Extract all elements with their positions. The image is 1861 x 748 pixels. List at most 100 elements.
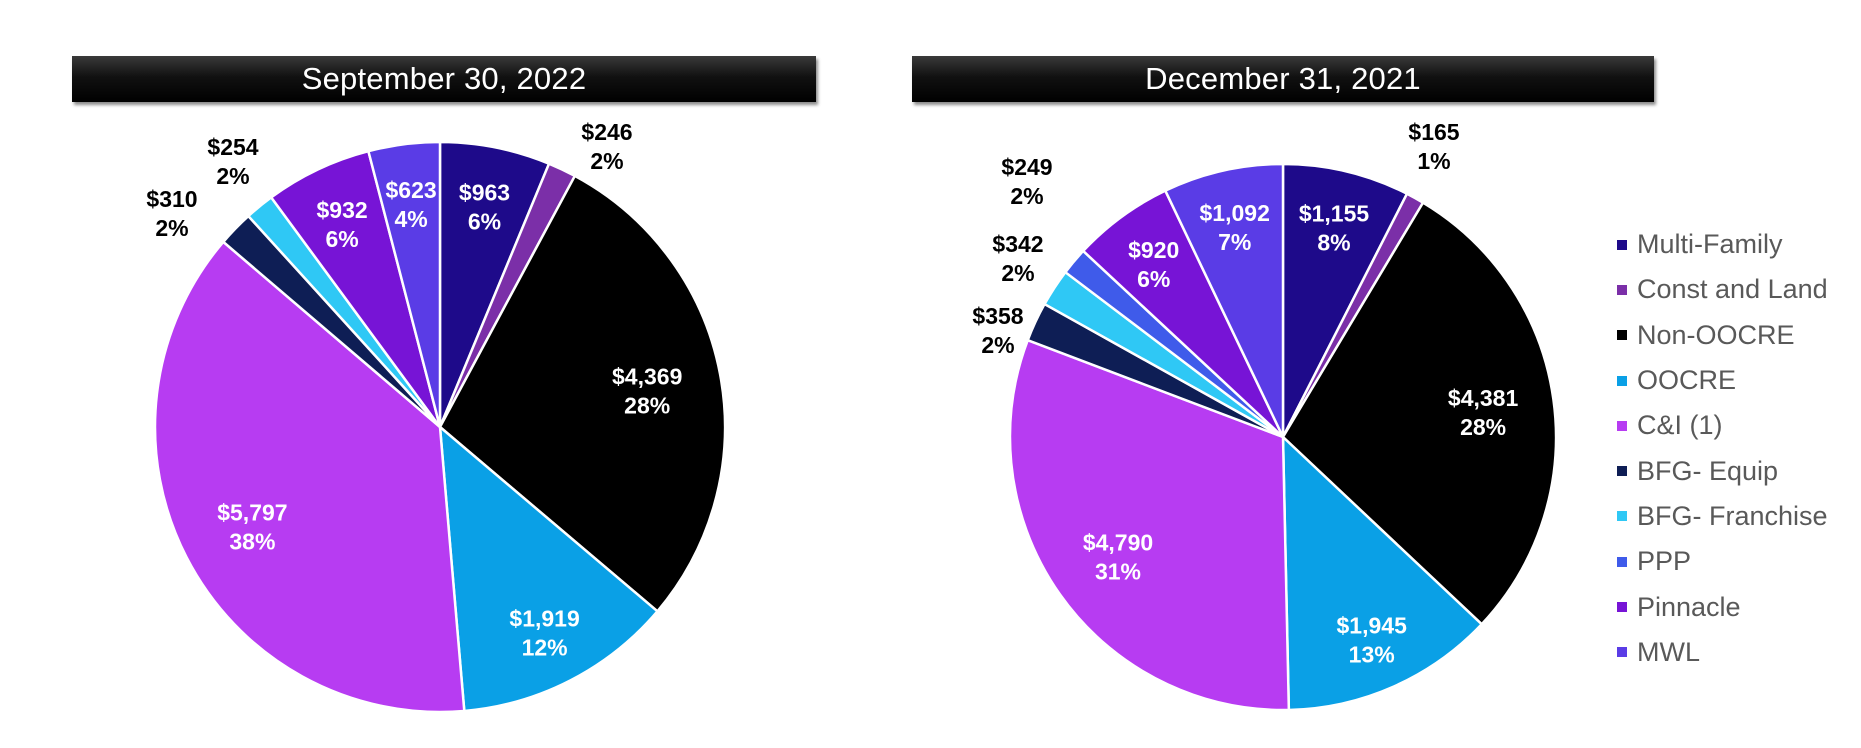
data-label-const-and-land: $246 2% bbox=[581, 119, 632, 174]
data-label-value: $4,369 bbox=[612, 364, 682, 390]
data-label-value: $165 bbox=[1408, 119, 1459, 145]
data-label-percent: 2% bbox=[1001, 260, 1034, 286]
pie-slice-mwl bbox=[1163, 162, 1285, 438]
data-label-value: $1,155 bbox=[1299, 201, 1370, 227]
data-label-bfg-equip: $310 2% bbox=[146, 186, 197, 241]
legend-swatch bbox=[1617, 420, 1627, 431]
data-label-percent: 12% bbox=[522, 635, 568, 661]
data-label-non-oocre: $4,381 28% bbox=[1448, 385, 1519, 440]
chart-title-dec-2021: December 31, 2021 bbox=[912, 56, 1654, 102]
legend-swatch bbox=[1617, 511, 1627, 522]
data-label-percent: 28% bbox=[624, 393, 670, 419]
data-label-bfg-franchise: $342 2% bbox=[992, 231, 1043, 286]
legend-swatch bbox=[1617, 602, 1627, 613]
data-label-pinnacle: $932 6% bbox=[317, 197, 368, 252]
data-label-percent: 6% bbox=[325, 226, 358, 252]
data-label-const-and-land: $165 1% bbox=[1408, 119, 1459, 174]
data-label-value: $310 bbox=[146, 186, 197, 212]
data-label-percent: 2% bbox=[1010, 183, 1043, 209]
data-label-percent: 38% bbox=[229, 528, 275, 554]
data-label-non-oocre: $4,369 28% bbox=[612, 364, 682, 419]
data-label-percent: 6% bbox=[1137, 266, 1170, 292]
data-label-percent: 28% bbox=[1460, 414, 1506, 440]
legend-swatch bbox=[1617, 330, 1627, 341]
pie-slice-oocre bbox=[438, 424, 660, 713]
legend-item-mwl: MWL bbox=[1617, 630, 1828, 675]
data-label-percent: 13% bbox=[1349, 642, 1395, 668]
data-label-value: $246 bbox=[581, 119, 632, 145]
legend-item-multi-family: Multi-Family bbox=[1617, 222, 1828, 267]
data-label-value: $1,092 bbox=[1200, 200, 1270, 226]
legend-label: Const and Land bbox=[1637, 274, 1828, 305]
data-label-value: $623 bbox=[386, 177, 437, 203]
legend-item-bfg-franchise: BFG- Franchise bbox=[1617, 494, 1828, 539]
legend-label: OOCRE bbox=[1637, 365, 1737, 396]
pie-slice-candi-1 bbox=[1008, 338, 1291, 712]
legend-item-pinnacle: Pinnacle bbox=[1617, 584, 1828, 629]
legend-item-non-oocre: Non-OOCRE bbox=[1617, 313, 1828, 358]
pie-slice-oocre bbox=[1281, 434, 1484, 712]
data-label-value: $920 bbox=[1128, 237, 1179, 263]
data-label-value: $4,381 bbox=[1448, 385, 1519, 411]
legend-item-const-and-land: Const and Land bbox=[1617, 267, 1828, 312]
legend-label: PPP bbox=[1637, 546, 1692, 577]
legend-label: MWL bbox=[1637, 636, 1700, 667]
data-label-value: $1,919 bbox=[509, 606, 579, 632]
data-label-percent: 2% bbox=[590, 148, 623, 174]
legend-item-bfg-equip: BFG- Equip bbox=[1617, 448, 1828, 493]
data-label-percent: 8% bbox=[1317, 230, 1350, 256]
legend-label: BFG- Equip bbox=[1637, 455, 1779, 486]
data-label-bfg-franchise: $254 2% bbox=[207, 134, 258, 189]
data-label-percent: 2% bbox=[216, 163, 249, 189]
data-label-value: $4,790 bbox=[1083, 530, 1153, 556]
data-label-pinnacle: $920 6% bbox=[1128, 237, 1179, 292]
legend-item-c-and-i: C&I (1) bbox=[1617, 403, 1828, 448]
data-label-percent: 4% bbox=[394, 206, 427, 232]
legend-label: Non-OOCRE bbox=[1637, 319, 1795, 350]
data-label-percent: 7% bbox=[1218, 229, 1251, 255]
data-label-percent: 2% bbox=[981, 332, 1014, 358]
data-label-value: $932 bbox=[317, 197, 368, 223]
data-label-percent: 1% bbox=[1417, 148, 1450, 174]
data-label-percent: 2% bbox=[155, 215, 188, 241]
legend-swatch bbox=[1617, 647, 1627, 658]
chart-title-sep-2022: September 30, 2022 bbox=[72, 56, 816, 102]
data-label-oocre: $1,919 12% bbox=[509, 606, 579, 661]
legend-swatch bbox=[1617, 284, 1627, 295]
data-label-value: $963 bbox=[459, 179, 510, 205]
data-label-candi-1: $4,790 31% bbox=[1083, 530, 1153, 585]
data-label-candi-1: $5,797 38% bbox=[217, 499, 287, 554]
legend-swatch bbox=[1617, 556, 1627, 567]
legend-item-oocre: OOCRE bbox=[1617, 358, 1828, 403]
data-label-value: $254 bbox=[207, 134, 258, 160]
legend-label: Multi-Family bbox=[1637, 229, 1783, 260]
pie-slice-non-oocre bbox=[438, 174, 727, 614]
legend-label: BFG- Franchise bbox=[1637, 500, 1828, 531]
pie-slice-multi-family bbox=[1281, 162, 1409, 438]
data-label-value: $5,797 bbox=[217, 499, 287, 525]
legend-item-ppp: PPP bbox=[1617, 539, 1828, 584]
data-label-ppp: $249 2% bbox=[1001, 154, 1052, 209]
pie-slice-candi-1 bbox=[153, 240, 466, 714]
data-label-mwl: $1,092 7% bbox=[1200, 200, 1270, 255]
data-label-multi-family: $1,155 8% bbox=[1299, 201, 1370, 256]
legend-swatch bbox=[1617, 466, 1627, 477]
data-label-value: $249 bbox=[1001, 154, 1052, 180]
legend-label: Pinnacle bbox=[1637, 591, 1741, 622]
data-label-value: $358 bbox=[972, 303, 1023, 329]
data-label-bfg-equip: $358 2% bbox=[972, 303, 1023, 358]
data-label-value: $342 bbox=[992, 231, 1043, 257]
pie-slice-non-oocre bbox=[1281, 200, 1558, 626]
data-label-multi-family: $963 6% bbox=[459, 179, 510, 234]
legend-swatch bbox=[1617, 239, 1627, 250]
data-label-value: $1,945 bbox=[1337, 613, 1408, 639]
data-label-percent: 6% bbox=[468, 208, 501, 234]
pie-slice-mwl bbox=[366, 140, 442, 428]
legend: Multi-Family Const and Land Non-OOCRE OO… bbox=[1617, 222, 1828, 675]
data-label-mwl: $623 4% bbox=[386, 177, 437, 232]
data-label-oocre: $1,945 13% bbox=[1337, 613, 1408, 668]
legend-label: C&I (1) bbox=[1637, 410, 1723, 441]
legend-swatch bbox=[1617, 375, 1627, 386]
data-label-percent: 31% bbox=[1095, 559, 1141, 585]
